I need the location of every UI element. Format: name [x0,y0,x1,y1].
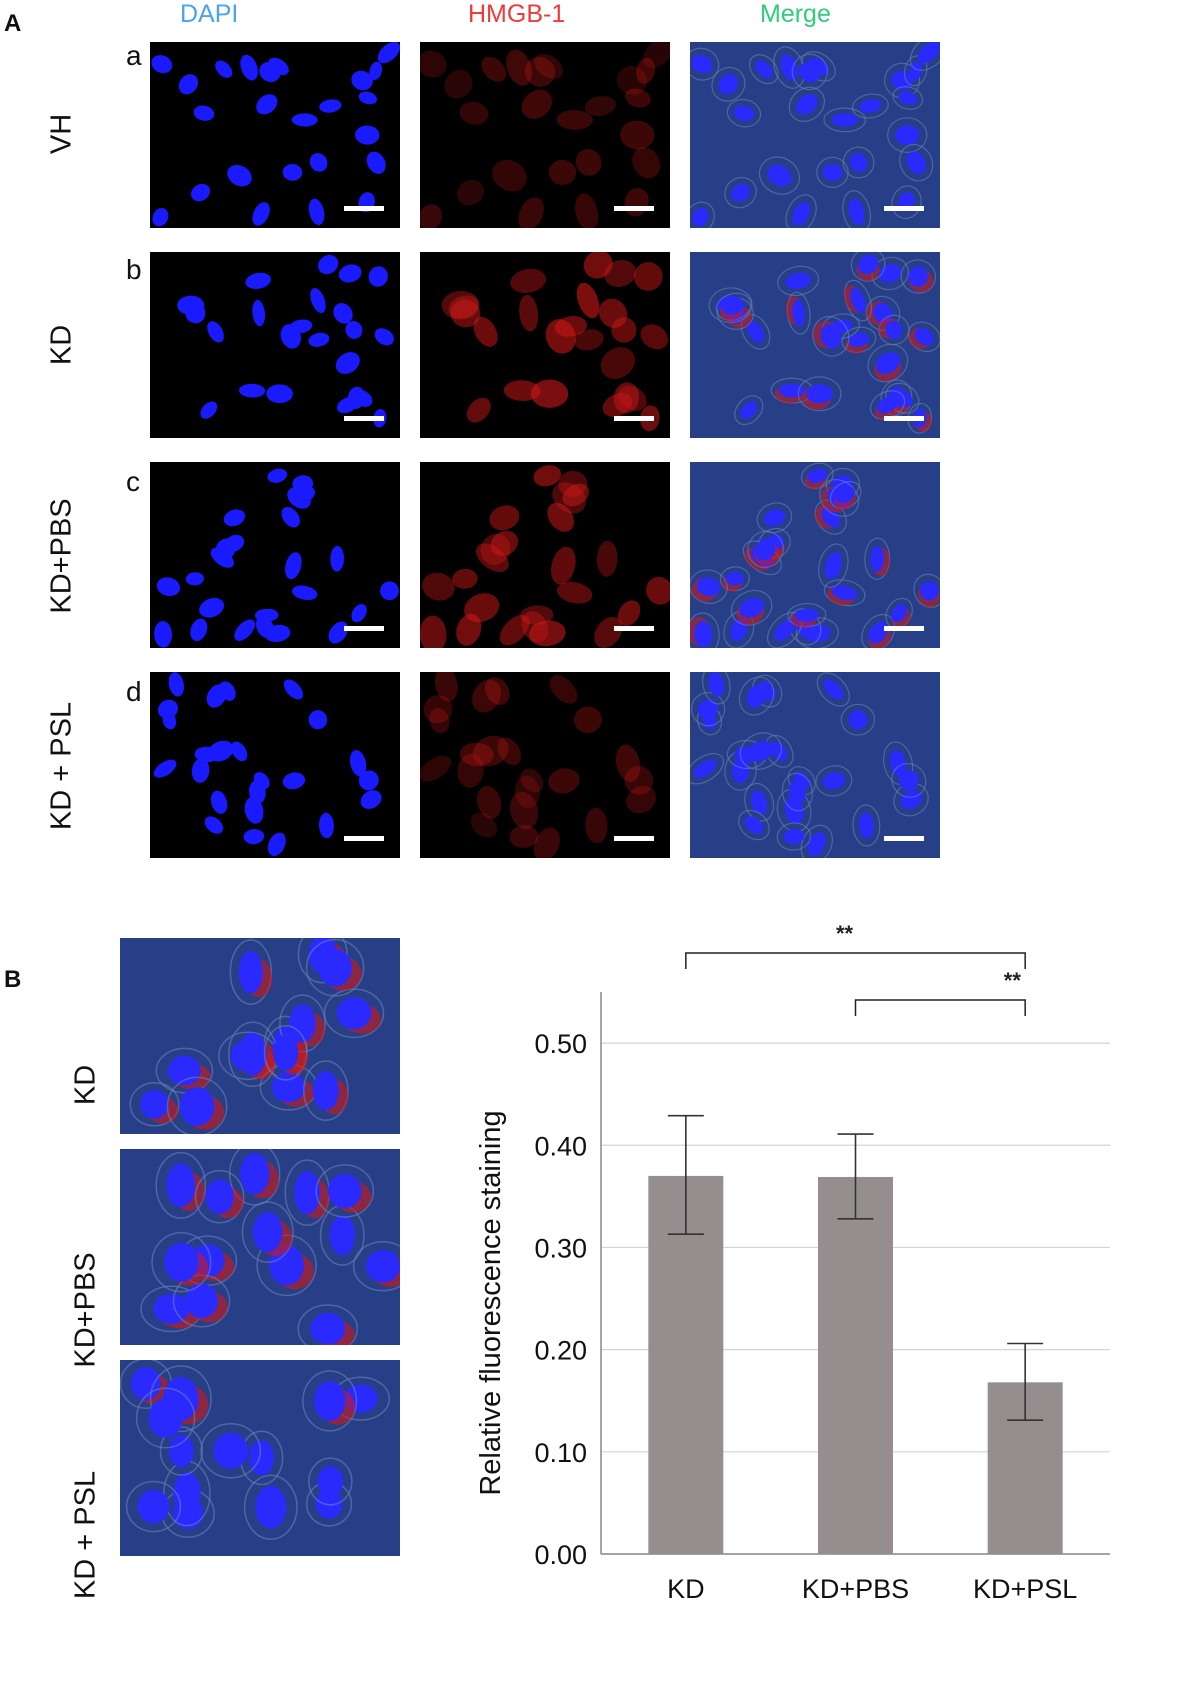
bar-chart: 0.00 0.10 0.20 0.30 0.40 0.50 KD KD+PBS KD+PSL Re… [470,921,1190,1680]
zoomed-merge-image [120,1149,400,1345]
significance-bracket [854,999,1026,1016]
image-label-kd-pbs: KD+PBS [69,1252,102,1368]
merge-image [690,462,940,648]
merge-image [690,672,940,858]
column-header-hmgb1: HMGB-1 [468,0,566,28]
hmgb1-image [420,42,670,228]
y-axis-label: Relative fluorescence staining [475,1110,507,1495]
significance-label: ** [836,921,854,946]
panel-a-letter: A [4,10,22,37]
row-label-kd-pbs: KD+PBS [45,498,78,614]
y-tick-label: 0.10 [534,1438,587,1468]
dapi-image [150,42,400,228]
x-tick-label: KD [667,1574,705,1604]
image-label-kd: KD [69,1064,102,1106]
hmgb1-image [420,672,670,858]
error-bar [837,1133,874,1220]
row-label-kd: KD [45,324,78,366]
hmgb1-image [420,252,670,438]
dapi-image [150,252,400,438]
row-label-vh: VH [45,113,78,155]
significance-bracket [685,952,1026,969]
zoomed-merge-image [120,938,400,1134]
merge-image [690,252,940,438]
dapi-image [150,672,400,858]
image-label-kd-psl: KD + PSL [69,1470,102,1600]
zoomed-merge-image [120,1360,400,1556]
y-tick-label: 0.30 [534,1233,587,1263]
x-tick-label: KD+PSL [973,1574,1077,1604]
hmgb1-image [420,462,670,648]
y-tick-label: 0.20 [534,1336,587,1366]
x-tick-label: KD+PBS [802,1574,909,1604]
bar [648,1175,724,1554]
column-header-dapi: DAPI [180,0,239,28]
y-tick-label: 0.40 [534,1131,587,1161]
bar [818,1176,893,1554]
y-tick-label: 0.00 [534,1540,587,1570]
row-letter-a: a [126,40,142,71]
row-letter-b: b [126,254,142,285]
error-bar [667,1114,704,1235]
panel-b-letter: B [4,966,22,993]
y-tick-label: 0.50 [534,1029,587,1059]
dapi-image [150,462,400,648]
row-letter-d: d [126,676,142,707]
row-label-kd-psl: KD + PSL [45,701,78,831]
row-letter-c: c [126,466,140,497]
column-header-merge: Merge [760,0,831,28]
error-bar [1007,1342,1044,1421]
merge-image [690,42,940,228]
significance-label: ** [1004,968,1022,993]
